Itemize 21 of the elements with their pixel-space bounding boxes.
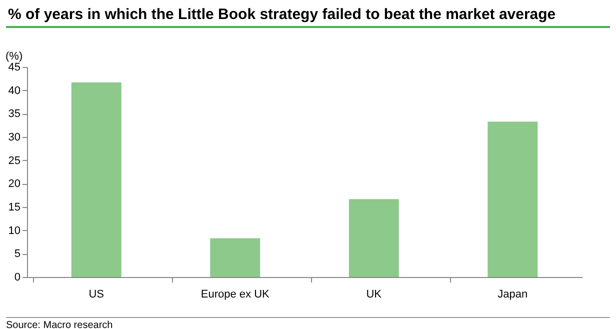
y-tick-label: 25 xyxy=(8,154,20,167)
y-tick-label: 45 xyxy=(8,62,20,74)
y-tick-label: 40 xyxy=(8,84,20,97)
y-tick-label: 5 xyxy=(14,248,20,260)
bar xyxy=(488,122,538,277)
y-tick-label: 0 xyxy=(14,272,20,284)
chart-title: % of years in which the Little Book strategy failed to beat the market average xyxy=(7,5,557,25)
x-tick-label: Europe ex UK xyxy=(200,288,270,300)
bar xyxy=(210,238,260,277)
y-tick-label: 10 xyxy=(8,224,20,237)
bar xyxy=(348,199,399,277)
x-tick-label: Japan xyxy=(498,288,528,300)
bar xyxy=(71,82,122,277)
x-tick-label: US xyxy=(88,288,104,300)
y-tick-label: 35 xyxy=(8,108,20,120)
source-note: Source: Macro research xyxy=(6,317,610,329)
y-tick-label: 15 xyxy=(8,202,20,214)
x-tick-label: UK xyxy=(366,288,382,300)
y-tick-label: 30 xyxy=(8,132,20,144)
y-axis-title: (%) xyxy=(6,50,23,62)
y-tick-label: 20 xyxy=(8,178,20,190)
